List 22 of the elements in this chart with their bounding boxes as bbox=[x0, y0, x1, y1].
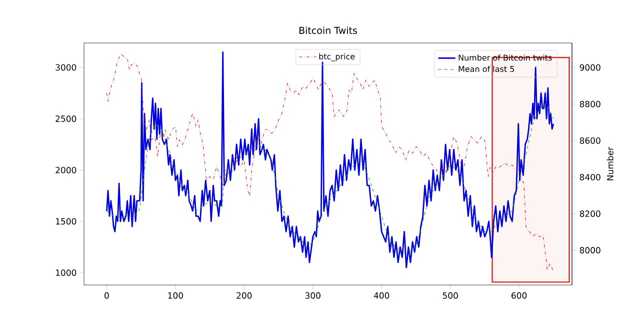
x-tick-label: 100 bbox=[168, 292, 183, 299]
y2-tick-label: 8600 bbox=[580, 137, 600, 144]
y-tick-label: 2500 bbox=[56, 116, 76, 122]
x-tick-label: 200 bbox=[236, 292, 252, 299]
y-tick-label: 1500 bbox=[56, 218, 76, 225]
y2-tick-label: 8200 bbox=[580, 210, 600, 217]
x-tick-label: 500 bbox=[442, 292, 458, 299]
y2-tick-label: 9000 bbox=[580, 64, 600, 71]
y2-axis-title: Number bbox=[606, 146, 614, 180]
y2-tick-label: 8400 bbox=[580, 174, 600, 180]
x-tick-label: 300 bbox=[305, 292, 320, 299]
y-tick-label: 2000 bbox=[56, 166, 76, 174]
y-tick-label: 1000 bbox=[56, 269, 76, 276]
y-tick-label: 3000 bbox=[56, 64, 76, 71]
legend-label: Mean of last 5 bbox=[458, 66, 514, 72]
x-tick-label: 400 bbox=[374, 292, 390, 299]
y2-tick-label: 8000 bbox=[580, 247, 600, 254]
legend-label: btc_price bbox=[319, 53, 355, 62]
chart-title: Bitcoin Twits bbox=[299, 26, 358, 34]
x-tick-label: 600 bbox=[512, 292, 527, 299]
x-tick-label: 0 bbox=[104, 292, 109, 299]
y2-tick-label: 8800 bbox=[580, 100, 600, 108]
